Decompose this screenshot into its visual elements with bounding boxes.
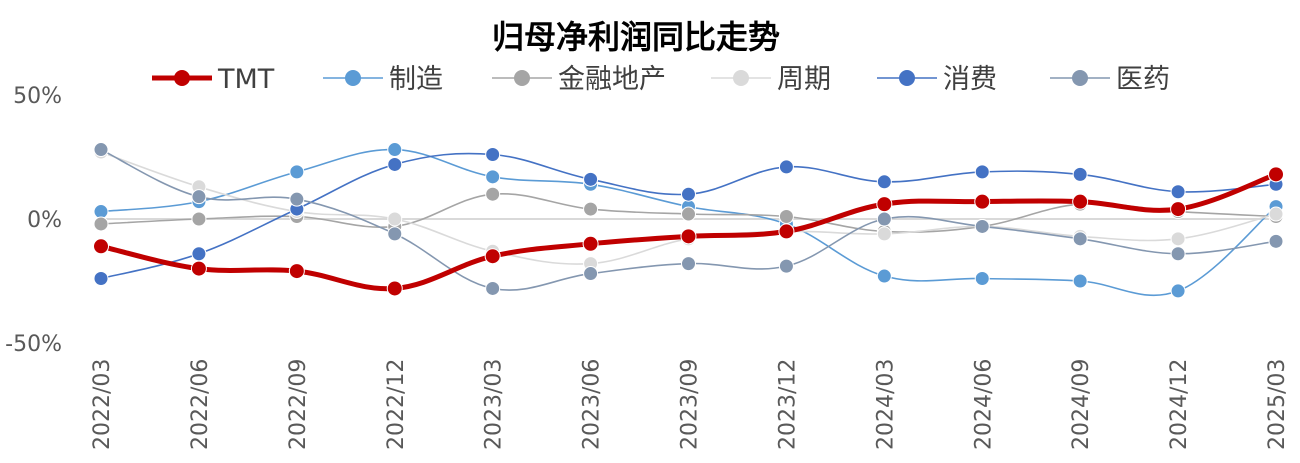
legend-item: 医药 xyxy=(1050,64,1170,95)
data-point xyxy=(485,147,501,163)
series-4 xyxy=(93,147,1284,287)
data-point xyxy=(974,164,990,180)
y-axis: 50% 0% -50% xyxy=(5,84,62,357)
data-point xyxy=(191,246,207,262)
data-point xyxy=(778,159,794,175)
legend-item: TMT xyxy=(152,64,275,95)
data-point xyxy=(1072,193,1089,210)
data-point xyxy=(876,174,892,190)
data-point xyxy=(1268,206,1284,222)
legend-marker xyxy=(345,70,361,86)
data-point xyxy=(681,256,696,272)
data-point xyxy=(778,223,795,240)
data-point xyxy=(876,196,893,213)
data-point xyxy=(876,226,892,242)
legend-marker xyxy=(899,70,915,86)
data-point xyxy=(1072,231,1088,247)
x-tick-label: 2022/09 xyxy=(286,359,311,450)
data-point xyxy=(1072,273,1088,289)
data-point xyxy=(1268,166,1284,183)
chart-title: 归母净利润同比走势 xyxy=(492,18,780,56)
legend-marker xyxy=(514,70,530,86)
data-point xyxy=(583,266,599,282)
data-point xyxy=(1268,233,1284,249)
data-point xyxy=(582,235,599,252)
data-point xyxy=(583,201,599,217)
data-point xyxy=(1072,166,1088,182)
x-tick-label: 2023/12 xyxy=(775,359,800,450)
data-point xyxy=(93,216,109,232)
data-point xyxy=(876,268,892,284)
data-point xyxy=(387,156,403,172)
x-tick-label: 2024/06 xyxy=(971,359,996,450)
data-point xyxy=(681,186,696,202)
data-point xyxy=(778,209,794,225)
x-tick-label: 2024/03 xyxy=(873,359,898,450)
data-point xyxy=(1170,184,1186,200)
data-point xyxy=(387,211,403,227)
legend-label: 医药 xyxy=(1116,64,1170,95)
legend-label: TMT xyxy=(217,64,275,95)
data-point xyxy=(1170,231,1186,247)
x-tick-label: 2022/12 xyxy=(384,359,409,450)
legend-label: 消费 xyxy=(943,64,997,95)
data-point xyxy=(876,211,892,227)
legend-marker xyxy=(733,70,749,86)
data-point xyxy=(93,271,109,287)
x-tick-label: 2022/06 xyxy=(188,359,213,450)
x-tick-label: 2024/09 xyxy=(1069,359,1094,450)
legend-item: 周期 xyxy=(711,64,831,95)
data-point xyxy=(680,228,697,245)
y-tick-label: 50% xyxy=(13,84,62,109)
x-tick-label: 2023/09 xyxy=(678,359,703,450)
data-point xyxy=(974,271,990,287)
legend-marker xyxy=(1072,70,1088,86)
series-line xyxy=(100,148,1277,297)
data-point xyxy=(387,226,403,242)
x-tick-label: 2023/06 xyxy=(580,359,605,450)
legend-marker xyxy=(174,70,190,86)
data-point xyxy=(583,171,599,187)
y-tick-label: 0% xyxy=(27,208,62,233)
x-tick-label: 2022/03 xyxy=(90,359,115,450)
data-point xyxy=(93,142,109,158)
x-tick-label: 2024/12 xyxy=(1167,359,1192,450)
x-tick-label: 2025/03 xyxy=(1265,359,1290,450)
data-point xyxy=(1170,283,1186,299)
legend: TMT 制造 金融地产 周期 消费 医药 xyxy=(152,64,1170,95)
data-point xyxy=(93,238,109,255)
data-point xyxy=(191,189,207,205)
data-point xyxy=(387,142,403,158)
legend-label: 制造 xyxy=(389,64,443,95)
series-0 xyxy=(93,166,1284,297)
data-point xyxy=(1170,246,1186,262)
data-point xyxy=(681,206,696,222)
data-point xyxy=(778,258,794,274)
data-point xyxy=(485,186,501,202)
x-axis: 2022/03 2022/06 2022/09 2022/12 2023/03 2023/… xyxy=(90,359,1290,450)
legend-label: 周期 xyxy=(777,64,831,95)
data-point xyxy=(484,248,501,265)
legend-item: 消费 xyxy=(877,64,997,95)
data-point xyxy=(1170,201,1187,218)
data-point xyxy=(386,280,403,297)
x-tick-label: 2023/03 xyxy=(482,359,507,450)
data-point xyxy=(190,260,207,277)
data-point xyxy=(974,193,991,210)
data-point xyxy=(289,164,305,180)
legend-item: 制造 xyxy=(323,64,443,95)
data-point xyxy=(485,280,501,296)
data-point xyxy=(288,263,305,280)
data-point xyxy=(974,218,990,234)
data-point xyxy=(93,204,109,220)
series-5 xyxy=(93,142,1284,296)
legend-label: 金融地产 xyxy=(558,64,666,95)
y-tick-label: -50% xyxy=(5,332,62,357)
data-point xyxy=(485,169,501,185)
data-point xyxy=(289,191,305,207)
data-point xyxy=(191,211,207,227)
legend-item: 金融地产 xyxy=(492,64,666,95)
series-lines xyxy=(93,142,1284,299)
